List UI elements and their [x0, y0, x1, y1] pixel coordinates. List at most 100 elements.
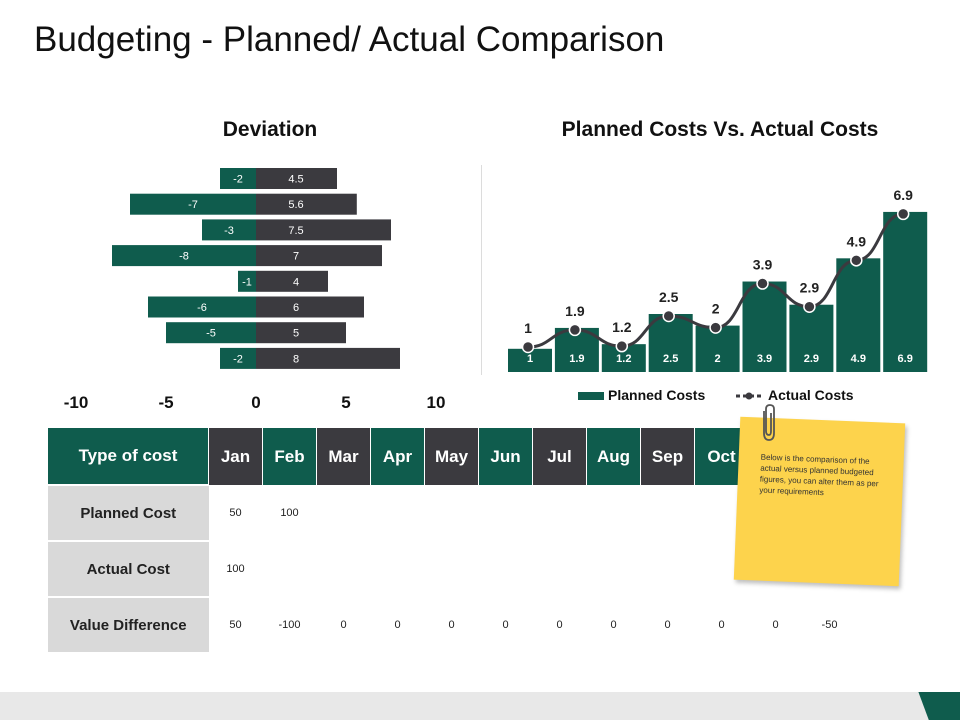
- sticky-note-text: Below is the comparison of the actual ve…: [759, 452, 879, 498]
- planned-cost-bar: [789, 304, 834, 372]
- planned-cost-bar: [836, 258, 881, 372]
- table-cell: 0: [394, 618, 401, 631]
- actual-cost-label: 1.2: [612, 319, 632, 335]
- deviation-chart: -2 4.5 -7 5.6 -3 7.5 -8 7 -1 4 -6 6 -5 5 -2 8 -10 -5 0 5 10: [64, 168, 446, 412]
- table-cell: [641, 485, 695, 541]
- table-cell: 0: [556, 618, 563, 631]
- actual-cost-label: 2.9: [800, 280, 820, 296]
- deviation-pos-label: 5: [293, 328, 299, 340]
- planned-cost-bar: [742, 281, 787, 372]
- table-cell: [263, 541, 317, 597]
- deviation-pos-label: 4.5: [288, 174, 303, 186]
- table-row-label: Actual Cost: [48, 540, 209, 597]
- actual-cost-label: 4.9: [847, 233, 867, 249]
- deviation-neg-bar: [130, 193, 256, 215]
- deviation-neg-label: -2: [233, 174, 243, 186]
- table-cell: [371, 485, 425, 541]
- deviation-pos-bar: [256, 168, 337, 189]
- deviation-pos-label: 8: [293, 353, 299, 365]
- actual-cost-label: 2.5: [659, 289, 679, 305]
- table-row-label: Value Difference: [48, 596, 209, 652]
- deviation-x-tick: 10: [427, 393, 446, 412]
- table-header-month: May: [424, 428, 479, 485]
- table-row-label: Planned Cost: [48, 484, 209, 541]
- planned-bar-label: 4.9: [851, 353, 866, 365]
- table-header-month: Mar: [316, 428, 371, 485]
- table-header-row: Type of cost Jan Feb Mar Apr May Jun Jul Aug Sep…: [48, 428, 857, 485]
- actual-cost-point: [521, 340, 535, 354]
- legend-planned-label: Planned Costs: [608, 387, 705, 403]
- legend-actual-marker: [745, 392, 753, 400]
- planned-cost-bar: [648, 314, 693, 372]
- table-cell: [479, 485, 533, 541]
- table-header-month: Aug: [586, 428, 641, 485]
- deviation-pos-label: 4: [293, 276, 299, 288]
- deviation-x-tick: 5: [341, 393, 350, 412]
- table-cell: -100: [278, 618, 301, 631]
- deviation-neg-bar: [202, 219, 256, 241]
- deviation-pos-bar: [256, 193, 357, 215]
- planned-bar-label: 1.9: [569, 353, 584, 365]
- chart-divider: [481, 165, 482, 375]
- deviation-pos-label: 6: [293, 302, 299, 314]
- legend-planned-swatch: [578, 392, 604, 400]
- planned-cost-bar: [883, 211, 928, 372]
- paperclip-icon: [763, 404, 775, 441]
- deviation-neg-bar: [112, 245, 256, 267]
- planned-bar-label: 2.5: [663, 353, 678, 365]
- table-header-month: Jun: [478, 428, 533, 485]
- table-cell: [317, 541, 371, 597]
- actual-cost-label: 1: [524, 320, 532, 336]
- deviation-neg-label: -1: [242, 276, 252, 288]
- actual-cost-line: [527, 212, 904, 349]
- deviation-pos-bar: [256, 322, 346, 344]
- actual-cost-label: 3.9: [753, 257, 773, 273]
- deviation-pos-bar: [256, 347, 400, 369]
- deviation-pos-bar: [256, 296, 364, 318]
- actual-cost-point: [568, 323, 582, 337]
- table-cell: 100: [280, 507, 299, 519]
- table-cell: 0: [664, 618, 671, 631]
- table-cell: [641, 541, 695, 597]
- planned-bar-label: 2: [715, 353, 721, 365]
- deviation-pos-label: 7: [293, 251, 299, 263]
- actual-cost-label: 2: [712, 301, 720, 317]
- actual-cost-point: [709, 321, 722, 334]
- actual-cost-point: [803, 300, 816, 313]
- table-header-month: Jan: [208, 428, 263, 485]
- table-cell: [317, 485, 371, 541]
- table-row: Actual Cost 100: [48, 540, 857, 597]
- legend-actual-label: Actual Costs: [768, 387, 854, 403]
- table-row: Value Difference 50 -100 0 0 0 0 0 0 0 0 0 -50: [48, 596, 857, 652]
- actual-cost-label: 1.9: [565, 303, 585, 319]
- deviation-x-tick: 0: [251, 393, 260, 412]
- table-cell: 0: [610, 618, 617, 631]
- planned-bar-label: 1.2: [616, 353, 631, 365]
- deviation-neg-bar: [238, 270, 256, 292]
- table-cell: 100: [226, 563, 245, 575]
- deviation-neg-label: -2: [233, 353, 243, 365]
- page-title: Budgeting - Planned/ Actual Comparison: [34, 20, 665, 59]
- table-header-month: Sep: [640, 428, 695, 485]
- table-header-type-of-cost: Type of cost: [48, 428, 209, 485]
- deviation-pos-label: 7.5: [288, 225, 303, 237]
- table-cell: 0: [718, 618, 725, 631]
- deviation-neg-bar: [148, 296, 256, 318]
- table-header-month: Jul: [532, 428, 587, 485]
- deviation-pos-bar: [256, 270, 328, 292]
- actual-cost-point: [662, 309, 675, 323]
- deviation-neg-label: -8: [179, 251, 189, 263]
- table-cell: 0: [772, 618, 779, 631]
- table-cell: [479, 541, 533, 597]
- planned-bar-label: 6.9: [898, 353, 913, 365]
- deviation-neg-bar: [220, 168, 256, 189]
- actual-cost-point: [615, 339, 629, 353]
- table-cell: 0: [340, 618, 347, 631]
- deviation-x-tick: -10: [64, 393, 89, 412]
- deviation-neg-label: -6: [197, 302, 207, 314]
- planned-vs-actual-chart-title: Planned Costs Vs. Actual Costs: [561, 118, 879, 141]
- table-header-month: Apr: [370, 428, 425, 485]
- table-row: Planned Cost 50 100: [48, 484, 857, 541]
- deviation-pos-bar: [256, 219, 391, 241]
- table-cell: [533, 541, 587, 597]
